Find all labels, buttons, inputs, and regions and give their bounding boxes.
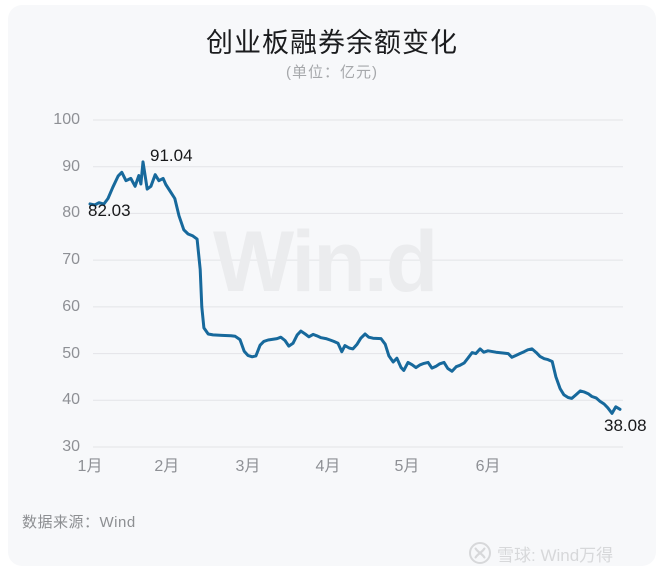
wind-watermark: Win.d — [213, 214, 436, 310]
y-tick-label: 60 — [62, 297, 80, 315]
point-label-91.04: 91.04 — [150, 145, 193, 165]
y-tick-label: 50 — [62, 344, 80, 362]
brand-watermark: 雪球: Wind万得 — [468, 541, 650, 565]
data-source-label: 数据来源：Wind — [22, 514, 136, 531]
x-tick-label: 6月 — [475, 458, 501, 475]
chart-subtitle: (单位：亿元) — [286, 64, 378, 81]
series-line — [88, 160, 622, 415]
x-tick-label: 4月 — [315, 458, 341, 475]
x-tick-label: 5月 — [394, 458, 420, 475]
y-tick-label: 70 — [62, 251, 80, 269]
x-tick-label: 2月 — [154, 458, 180, 475]
x-tick-label: 1月 — [77, 458, 103, 475]
xueqiu-logo-icon — [469, 542, 491, 564]
y-tick-label: 30 — [62, 438, 80, 455]
brand-text: 雪球: Wind万得 — [497, 545, 614, 565]
y-tick-label: 90 — [62, 157, 80, 175]
point-label-38.08: 38.08 — [604, 416, 647, 436]
point-label-82.03: 82.03 — [88, 200, 131, 220]
y-tick-label: 80 — [62, 204, 80, 222]
y-tick-label: 40 — [62, 391, 80, 409]
y-tick-label: 100 — [53, 111, 80, 128]
chart-title: 创业板融券余额变化 — [206, 28, 458, 58]
x-tick-label: 3月 — [235, 458, 261, 475]
chart-card — [8, 5, 656, 566]
